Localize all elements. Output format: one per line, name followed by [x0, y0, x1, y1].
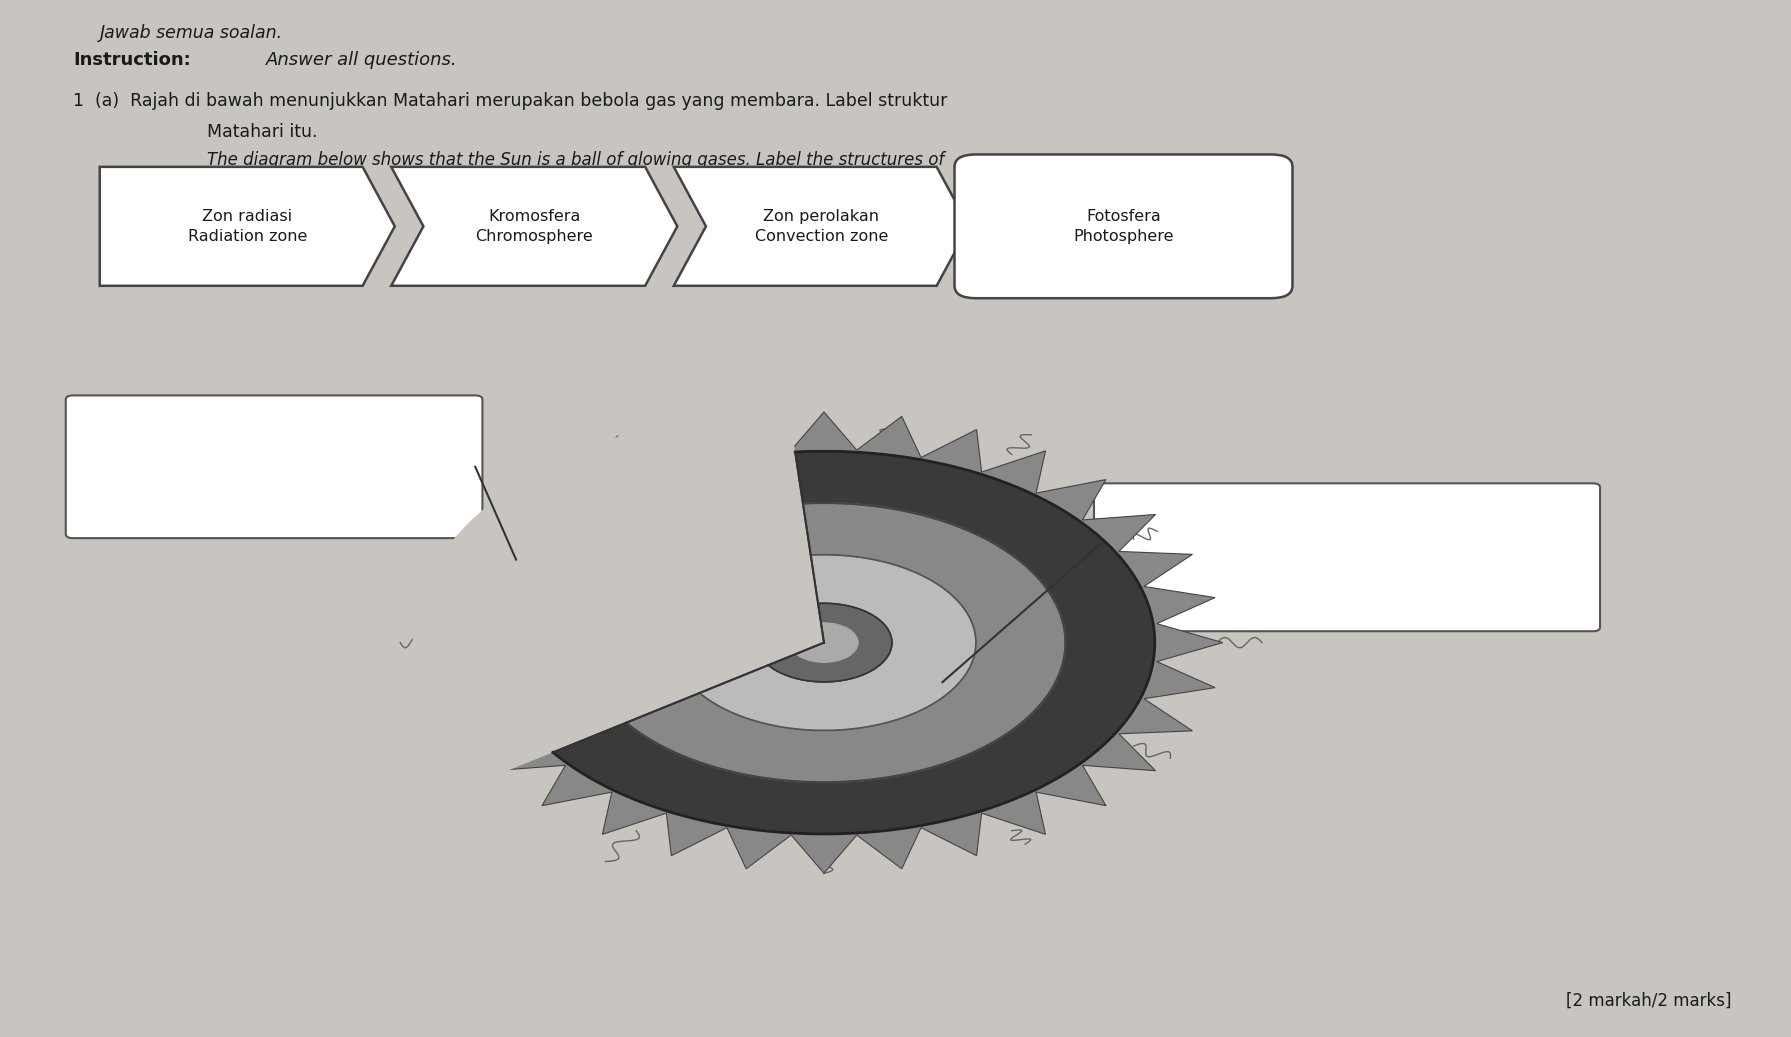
Circle shape — [790, 623, 858, 663]
Text: Jawab semua soalan.: Jawab semua soalan. — [100, 24, 283, 43]
Circle shape — [493, 451, 1155, 834]
Polygon shape — [100, 167, 394, 286]
Circle shape — [582, 503, 1066, 782]
Text: the Sun.: the Sun. — [208, 179, 276, 197]
Polygon shape — [424, 412, 1223, 873]
Text: Matahari itu.: Matahari itu. — [208, 123, 317, 141]
FancyBboxPatch shape — [1094, 483, 1599, 632]
Text: The diagram below shows that the Sun is a ball of glowing gases. Label the struc: The diagram below shows that the Sun is … — [208, 151, 944, 169]
Text: Answer all questions.: Answer all questions. — [267, 51, 458, 69]
Polygon shape — [390, 167, 677, 286]
Text: Instruction:: Instruction: — [73, 51, 190, 69]
Text: Kromosfera
Chromosphere: Kromosfera Chromosphere — [475, 208, 593, 244]
Text: Zon perolakan
Convection zone: Zon perolakan Convection zone — [754, 208, 888, 244]
Wedge shape — [412, 405, 824, 779]
Text: Zon radiasi
Radiation zone: Zon radiasi Radiation zone — [188, 208, 306, 244]
FancyBboxPatch shape — [955, 155, 1293, 299]
Text: Fotosfera
Photosphere: Fotosfera Photosphere — [1073, 208, 1173, 244]
Text: 1  (a)  Rajah di bawah menunjukkan Matahari merupakan bebola gas yang membara. L: 1 (a) Rajah di bawah menunjukkan Matahar… — [73, 92, 947, 110]
Circle shape — [756, 604, 892, 682]
Polygon shape — [673, 167, 969, 286]
Circle shape — [672, 555, 976, 730]
FancyBboxPatch shape — [66, 395, 482, 538]
Text: [2 markah/2 marks]: [2 markah/2 marks] — [1565, 991, 1732, 1010]
